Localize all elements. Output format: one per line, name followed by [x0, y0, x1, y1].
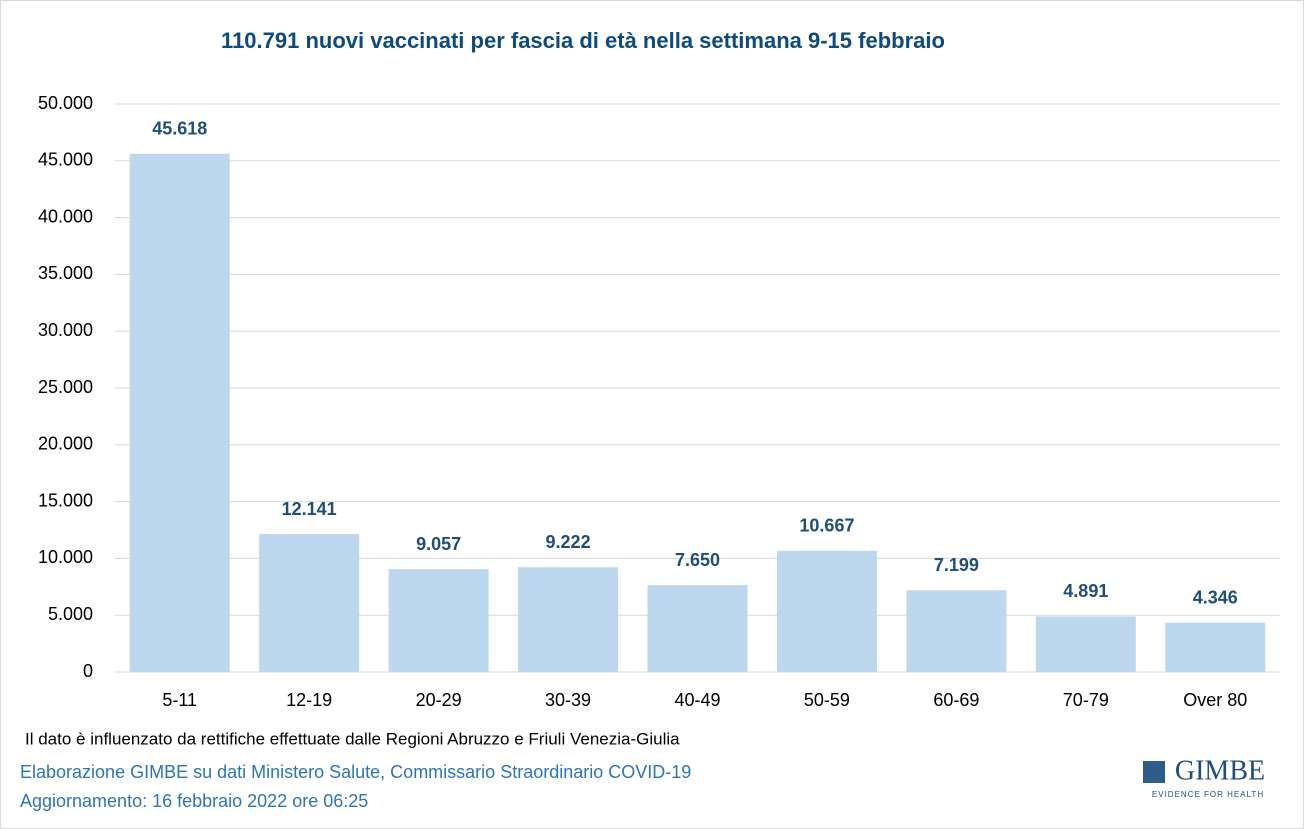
value-label: 4.891: [1063, 581, 1108, 601]
y-tick-label: 45.000: [38, 150, 93, 170]
y-tick-label: 50.000: [38, 93, 93, 113]
value-label: 9.057: [416, 534, 461, 554]
bar: [1165, 622, 1266, 672]
note: Il dato è influenzato da rettifiche effe…: [25, 729, 680, 748]
value-label: 12.141: [282, 499, 337, 519]
x-tick-label: 20-29: [416, 690, 462, 710]
y-tick-label: 25.000: [38, 377, 93, 397]
y-tick-label: 5.000: [48, 604, 93, 624]
logo-tagline: EVIDENCE FOR HEALTH: [1152, 790, 1264, 799]
y-tick-label: 0: [83, 661, 93, 681]
bar: [776, 550, 877, 672]
logo: GIMBE EVIDENCE FOR HEALTH: [1143, 755, 1265, 799]
x-tick-label: 40-49: [674, 690, 720, 710]
x-tick-label: Over 80: [1183, 690, 1247, 710]
y-tick-label: 40.000: [38, 206, 93, 226]
bar: [647, 585, 748, 672]
logo-text: GIMBE: [1175, 755, 1265, 786]
logo-icon: [1143, 761, 1165, 783]
x-tick-label: 12-19: [286, 690, 332, 710]
value-label: 4.346: [1193, 587, 1238, 607]
updated: Aggiornamento: 16 febbraio 2022 ore 06:2…: [20, 791, 368, 811]
bar: [259, 534, 360, 672]
y-tick-label: 10.000: [38, 547, 93, 567]
source: Elaborazione GIMBE su dati Ministero Sal…: [20, 762, 691, 782]
bar: [1035, 616, 1136, 672]
x-tick-label: 70-79: [1063, 690, 1109, 710]
value-label: 10.667: [799, 516, 854, 536]
y-tick-label: 35.000: [38, 263, 93, 283]
x-tick-label: 30-39: [545, 690, 591, 710]
bar: [518, 567, 619, 672]
x-tick-label: 50-59: [804, 690, 850, 710]
y-tick-label: 15.000: [38, 490, 93, 510]
value-label: 9.222: [546, 532, 591, 552]
chart-title: 110.791 nuovi vaccinati per fascia di et…: [221, 28, 945, 53]
x-tick-label: 60-69: [933, 690, 979, 710]
bar: [906, 590, 1007, 672]
x-tick-label: 5-11: [162, 690, 197, 710]
value-label: 45.618: [152, 119, 207, 139]
value-label: 7.650: [675, 550, 720, 570]
value-label: 7.199: [934, 555, 979, 575]
y-tick-label: 20.000: [38, 434, 93, 454]
y-tick-label: 30.000: [38, 320, 93, 340]
bar: [129, 153, 230, 672]
bar: [388, 569, 489, 672]
